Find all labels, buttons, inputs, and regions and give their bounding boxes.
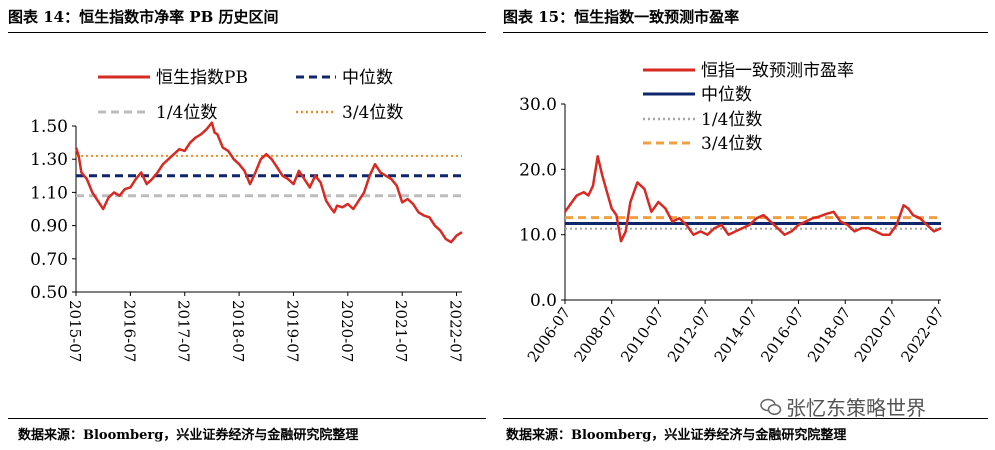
legend-label: 1/4位数 <box>701 110 762 130</box>
chart-15-title: 图表 15：恒生指数一致预测市盈率 <box>503 8 740 26</box>
y-tick-label: 0.90 <box>30 217 68 237</box>
x-tick-label: 2014-07 <box>711 304 762 365</box>
chart-14-bottom-rule <box>8 418 486 419</box>
chart-14-title: 图表 14：恒生指数市净率 PB 历史区间 <box>8 8 279 26</box>
x-tick-label: 2020-07 <box>851 304 902 365</box>
chart-15-plot: 0.0 10.0 20.0 30.0 2006-072008-072010-072012… <box>519 61 948 365</box>
watermark-text: 张忆东策略世界 <box>786 396 926 420</box>
y-tick-label: 10.0 <box>519 226 557 246</box>
legend: 恒生指数PB 中位数 1/4位数 3/4位数 <box>98 68 403 123</box>
legend-label: 3/4位数 <box>342 103 403 123</box>
x-tick-label: 2020-07 <box>338 300 356 362</box>
x-tick-label: 2019-07 <box>283 300 301 362</box>
x-tick-label: 2022-07 <box>447 300 465 362</box>
legend-label: 恒指一致预测市盈率 <box>701 61 854 81</box>
watermark: 张忆东策略世界 <box>760 392 926 421</box>
y-tick-label: 1.30 <box>30 150 68 170</box>
x-tick-label: 2010-07 <box>617 304 668 365</box>
x-tick-label: 2018-07 <box>804 304 855 365</box>
x-tick-label: 2021-07 <box>392 300 410 362</box>
x-tick-label: 2018-07 <box>229 300 247 362</box>
legend-label: 中位数 <box>701 85 752 105</box>
x-tick-label: 2016-07 <box>757 304 808 365</box>
x-tick-label: 2015-07 <box>66 300 84 362</box>
y-tick-label: 30.0 <box>519 95 557 115</box>
legend-label: 1/4位数 <box>156 103 217 123</box>
legend-label: 3/4位数 <box>701 134 762 154</box>
y-tick-label: 20.0 <box>519 160 557 180</box>
x-tick-label: 2008-07 <box>570 304 621 365</box>
y-tick-label: 0.70 <box>30 250 68 270</box>
chart-14-title-rule <box>8 32 486 33</box>
y-tick-label: 1.50 <box>30 117 68 137</box>
chart-15-bottom-rule <box>503 418 988 419</box>
y-tick-label: 0.0 <box>530 291 557 311</box>
chart-14-source: 数据来源：Bloomberg，兴业证券经济与金融研究院整理 <box>18 428 359 443</box>
legend-label: 中位数 <box>342 68 393 88</box>
x-tick-label: 2017-07 <box>175 300 193 362</box>
x-tick-label: 2006-07 <box>524 304 575 365</box>
wechat-icon <box>760 398 782 415</box>
x-tick-label: 2012-07 <box>664 304 715 365</box>
y-tick-label: 0.50 <box>30 283 68 303</box>
series-line-main <box>563 155 942 243</box>
x-tick-label: 2016-07 <box>120 300 138 362</box>
legend-label: 恒生指数PB <box>156 68 248 88</box>
chart-14-plot: 0.50 0.70 0.90 1.10 1.30 1.50 2015-07 2016-07 20… <box>30 68 464 362</box>
series-line-main <box>74 121 463 244</box>
chart-15-title-rule <box>503 32 988 33</box>
y-tick-label: 1.10 <box>30 183 68 203</box>
x-tick-label: 2022-07 <box>897 304 948 365</box>
chart-15-source: 数据来源：Bloomberg，兴业证券经济与金融研究院整理 <box>506 428 847 443</box>
